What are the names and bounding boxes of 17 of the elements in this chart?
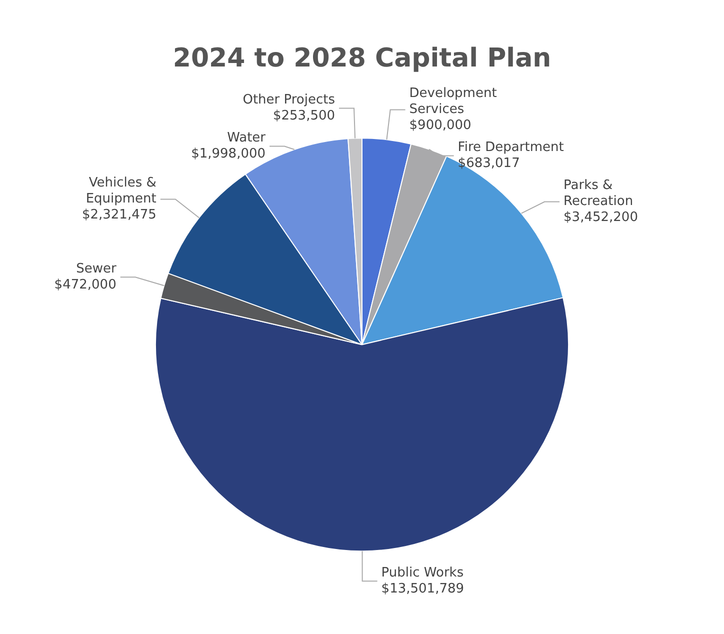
chart-title: 2024 to 2028 Capital Plan xyxy=(172,43,552,74)
slice-label: Parks & Recreation xyxy=(564,178,634,210)
data-label: $472,000 xyxy=(54,277,116,292)
slice-label: Sewer xyxy=(76,261,117,276)
slice-label: Development Services xyxy=(409,86,497,118)
data-label: $683,017 xyxy=(458,156,520,172)
data-label: $13,501,789 xyxy=(381,581,464,596)
data-label: $900,000 xyxy=(409,118,472,134)
slice-label: Water xyxy=(227,130,266,146)
slice-label: Other Projects xyxy=(242,92,336,108)
slice-label: Fire Department xyxy=(458,140,564,156)
slice-label: Public Works xyxy=(381,565,464,580)
slice-label: Vehicles & Equipment xyxy=(86,176,156,207)
data-label: $2,321,475 xyxy=(82,208,156,223)
data-label: $1,998,000 xyxy=(191,146,266,162)
data-label: $253,500 xyxy=(272,108,336,124)
data-label: $3,452,200 xyxy=(564,210,638,226)
